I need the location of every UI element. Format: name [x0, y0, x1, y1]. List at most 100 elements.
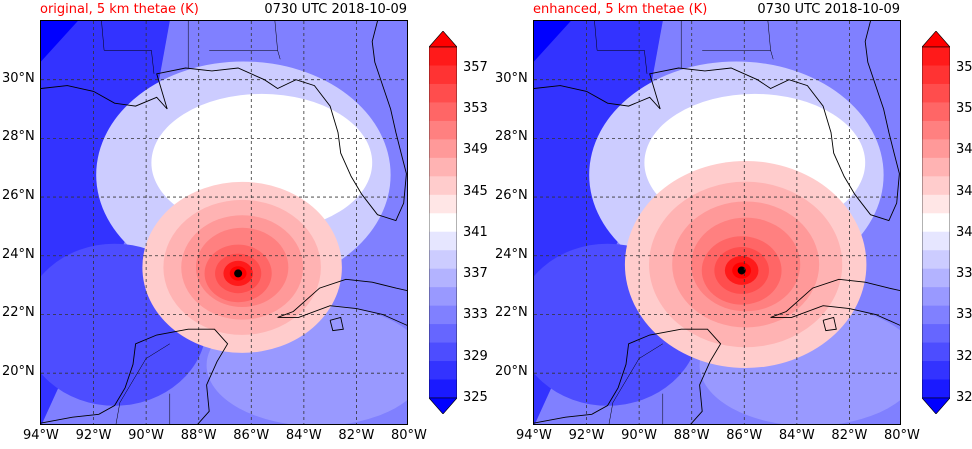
- panel-timestamp: 0730 UTC 2018-10-09: [757, 2, 900, 17]
- colorbar-segment: [922, 379, 950, 399]
- colorbar-tick-label: 349: [956, 142, 972, 158]
- y-tick-label: 28°N: [2, 129, 35, 145]
- x-tick-label: 90°W: [128, 428, 165, 443]
- colorbar-segment: [922, 176, 950, 196]
- colorbar-tick-label: 325: [956, 390, 972, 405]
- x-tick-label: 86°W: [726, 428, 763, 443]
- x-tick-label: 88°W: [180, 428, 217, 443]
- panel-title: enhanced, 5 km thetae (K): [533, 2, 708, 17]
- colorbar-tick-label: 337: [956, 266, 972, 282]
- x-tick-label: 94°W: [516, 428, 552, 443]
- border: [115, 343, 170, 424]
- colorbar-tick-label: 345: [956, 183, 972, 199]
- colorbar-segment: [922, 47, 950, 66]
- colorbar-segment: [922, 305, 950, 325]
- x-tick-label: 80°W: [884, 428, 920, 443]
- map-canvas: [41, 21, 407, 424]
- colorbar-tick-label: 345: [463, 183, 488, 199]
- colorbar-tick-label: 341: [463, 224, 488, 240]
- colorbar-segment: [429, 157, 457, 177]
- y-tick-label: 28°N: [495, 129, 528, 145]
- coastlines: [534, 21, 900, 424]
- coastline: [534, 328, 722, 424]
- gridlines: [41, 21, 407, 424]
- colorbar-tick-label: 325: [463, 390, 488, 405]
- x-tick-label: 84°W: [285, 428, 322, 443]
- colorbar-extend-min: [429, 397, 457, 414]
- x-tick-label: 80°W: [391, 428, 427, 443]
- colorbar-segment: [922, 139, 950, 159]
- colorbar-segment: [429, 305, 457, 325]
- colorbar-tick-label: 329: [463, 348, 488, 364]
- coastline: [41, 328, 229, 424]
- y-tick-label: 24°N: [495, 246, 528, 262]
- y-tick-label: 26°N: [2, 188, 35, 204]
- coastline: [770, 278, 900, 318]
- colorbar-segment: [429, 250, 457, 270]
- field-band: [41, 21, 78, 62]
- colorbar-tick-label: 333: [463, 307, 488, 323]
- colorbar-segment: [429, 342, 457, 362]
- y-tick-label: 20°N: [495, 364, 528, 380]
- colorbar-segment: [922, 83, 950, 103]
- colorbar-tick-label: 353: [956, 100, 972, 116]
- panel-enhanced: enhanced, 5 km thetae (K) 0730 UTC 2018-…: [493, 0, 972, 449]
- x-tick-label: 82°W: [338, 428, 375, 443]
- colorbar-segment: [922, 361, 950, 381]
- colorbar-extend-max: [429, 31, 457, 48]
- coastline: [534, 21, 900, 222]
- border: [608, 343, 663, 424]
- coastline: [277, 278, 407, 318]
- colorbar-segment: [922, 102, 950, 122]
- colorbar-tick-label: 341: [956, 224, 972, 240]
- colorbar-extend-min: [922, 397, 950, 414]
- colorbar-tick-label: 349: [463, 142, 488, 158]
- colorbar-segment: [922, 287, 950, 307]
- y-tick-label: 20°N: [2, 364, 35, 380]
- colorbar-segment: [429, 324, 457, 344]
- panel-title: original, 5 km thetae (K): [40, 2, 199, 17]
- y-tick-label: 30°N: [495, 70, 528, 86]
- colorbar-tick-label: 329: [956, 348, 972, 364]
- colorbar-segment: [429, 139, 457, 159]
- storm-center-marker: [234, 269, 243, 278]
- border: [767, 21, 771, 51]
- y-tick-label: 22°N: [2, 305, 35, 321]
- storm-center-marker: [737, 266, 746, 275]
- colorbar-segment: [429, 102, 457, 122]
- x-tick-label: 92°W: [75, 428, 112, 443]
- colorbar-segment: [922, 342, 950, 362]
- colorbar-segment: [922, 324, 950, 344]
- y-tick-label: 30°N: [2, 70, 35, 86]
- border: [594, 21, 648, 74]
- colorbar-tick-label: 337: [463, 266, 488, 282]
- colorbar-extend-max: [922, 31, 950, 48]
- y-tick-label: 22°N: [495, 305, 528, 321]
- colorbar: [922, 31, 950, 414]
- colorbar-segment: [429, 65, 457, 85]
- colorbar-segment: [429, 231, 457, 251]
- panel-timestamp: 0730 UTC 2018-10-09: [264, 2, 407, 17]
- x-tick-label: 88°W: [673, 428, 710, 443]
- coastline: [277, 305, 407, 326]
- x-tick-label: 90°W: [621, 428, 658, 443]
- thetae-map: [533, 20, 901, 425]
- colorbar-segment: [429, 268, 457, 288]
- x-tick-label: 92°W: [568, 428, 605, 443]
- coastlines: [41, 21, 407, 424]
- colorbar-segment: [922, 213, 950, 233]
- colorbar-tick-label: 357: [956, 59, 972, 75]
- coastline: [329, 316, 344, 332]
- colorbar-tick-label: 333: [956, 307, 972, 323]
- colorbar-segment: [922, 194, 950, 214]
- colorbar-segment: [922, 268, 950, 288]
- colorbar: [429, 31, 457, 414]
- x-tick-label: 94°W: [23, 428, 59, 443]
- colorbar-segment: [429, 120, 457, 140]
- map-canvas: [534, 21, 900, 424]
- colorbar-segment: [429, 176, 457, 196]
- colorbar-segment: [429, 83, 457, 103]
- colorbar-segment: [429, 379, 457, 399]
- x-tick-label: 84°W: [778, 428, 815, 443]
- y-tick-label: 26°N: [495, 188, 528, 204]
